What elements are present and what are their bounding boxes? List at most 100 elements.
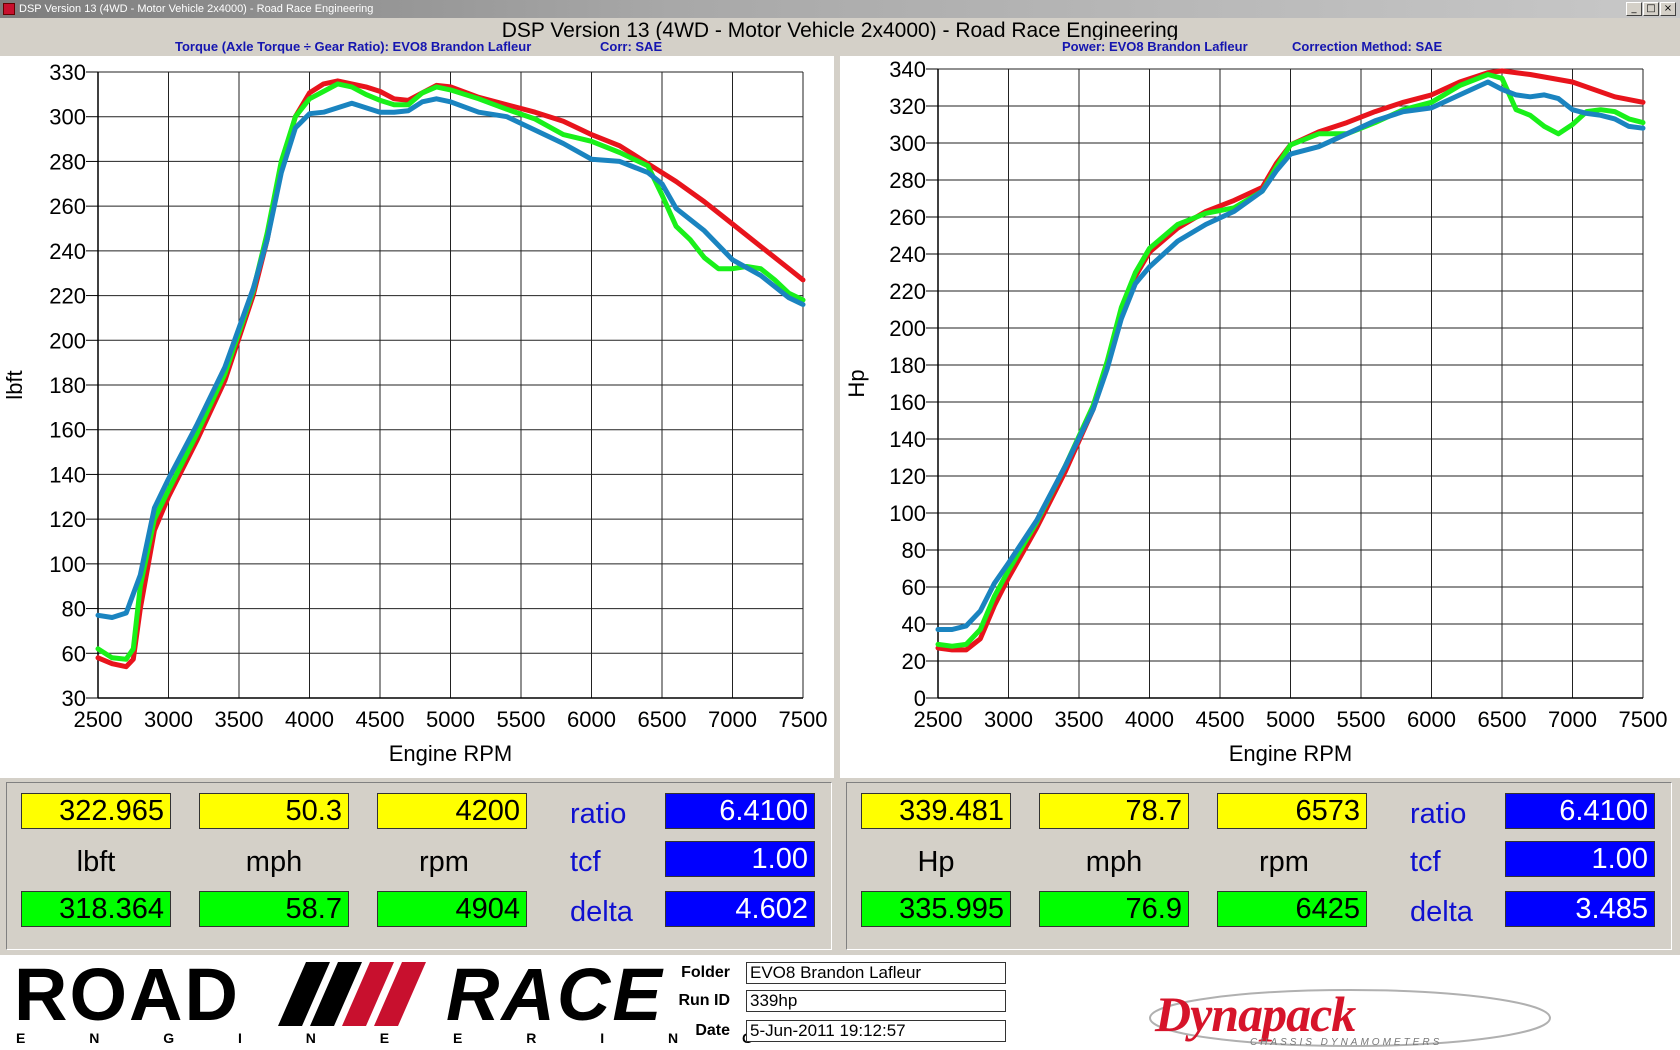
minimize-button[interactable]: _ [1626,2,1642,16]
dynapack-wordmark: Dynapack [1155,986,1356,1042]
y-tick-label: 240 [49,239,86,264]
delta-label: delta [1410,896,1473,928]
y-tick-label: 220 [889,279,926,304]
grid [86,71,804,699]
peak-rpm-value: 4904 [377,891,527,927]
y-tick-label: 220 [49,284,86,309]
x-tick-label: 6000 [1407,707,1456,732]
y-tick-label: 340 [889,57,926,82]
maximize-button[interactable]: □ [1643,2,1659,16]
y-tick-label: 100 [889,501,926,526]
power-chart-panel[interactable]: 0 20 40 60 80 100 120 140 160 180 200 220 240 260 280 3… [840,56,1680,778]
x-tick-label: 3500 [1055,707,1104,732]
y-tick-label: 300 [49,105,86,130]
power-chart-title: Power: EVO8 Brandon Lafleur [1062,39,1248,54]
series-line-blue [95,96,806,620]
torque-readout-panel: 322.965 50.3 4200 lbft mph rpm 318.364 5… [6,782,832,950]
logo-engineering: E N G I N E E R I N G [16,1030,783,1046]
x-axis-label: Engine RPM [1229,741,1353,766]
cursor-mph-value: 50.3 [199,793,349,829]
y-tick-label: 80 [62,597,86,622]
unit-lbft: lbft [76,846,116,878]
power-chart[interactable]: 0 20 40 60 80 100 120 140 160 180 200 220 240 260 280 3… [840,56,1680,778]
header-band [0,18,1680,56]
y-axis-label: lbft [2,370,27,399]
date-field[interactable]: 5-Jun-2011 19:12:57 [746,1020,1006,1042]
folder-field[interactable]: EVO8 Brandon Lafleur [746,962,1006,984]
y-tick-label: 240 [889,242,926,267]
series-line-blue [935,79,1646,632]
x-axis-label: Engine RPM [389,741,513,766]
x-tick-label: 7500 [1619,707,1668,732]
x-tick-label: 7000 [1548,707,1597,732]
y-tick-label: 320 [889,94,926,119]
folder-label: Folder [681,964,730,981]
x-tick-label: 5000 [426,707,475,732]
y-axis-label: Hp [844,369,869,397]
x-tick-label: 6500 [638,707,687,732]
unit-rpm: rpm [419,846,469,878]
x-tick-label: 3500 [215,707,264,732]
x-tick-label: 2500 [74,707,123,732]
series-line-green [95,81,806,662]
logo-stripes [278,962,426,1026]
run-id-field[interactable]: 339hp [746,990,1006,1012]
delta-value: 4.602 [665,891,815,927]
ratio-value: 6.4100 [665,793,815,829]
x-tick-label: 6000 [567,707,616,732]
peak-torque-value: 318.364 [21,891,171,927]
y-tick-label: 300 [889,131,926,156]
x-tick-label: 3000 [984,707,1033,732]
x-tick-label: 2500 [914,707,963,732]
y-tick-label: 120 [49,507,86,532]
x-tick-label: 7000 [708,707,757,732]
y-tick-label: 120 [889,464,926,489]
y-tick-label: 200 [889,316,926,341]
ratio-label: ratio [570,798,627,830]
x-tick-label: 7500 [779,707,828,732]
tcf-label: tcf [570,846,601,878]
y-tick-label: 20 [902,649,926,674]
y-tick-label: 260 [49,194,86,219]
power-readout-panel: 339.481 78.7 6573 Hp mph rpm 335.995 76.… [846,782,1672,950]
y-tick-label: 140 [49,462,86,487]
unit-mph: mph [245,846,303,878]
y-tick-label: 60 [902,575,926,600]
cursor-rpm-value: 6573 [1217,793,1367,829]
peak-mph-value: 76.9 [1039,891,1189,927]
cursor-torque-value: 322.965 [21,793,171,829]
unit-rpm: rpm [1259,846,1309,878]
dynapack-swoosh [1149,989,1551,1047]
y-tick-label: 80 [902,538,926,563]
x-tick-label: 6500 [1478,707,1527,732]
y-tick-label: 260 [889,205,926,230]
y-tick-label: 160 [49,418,86,443]
torque-chart[interactable]: 30 60 80 100 120 140 160 180 200 220 240 260 280 300 3… [0,56,834,778]
y-tick-label: 0 [914,686,926,711]
torque-chart-panel[interactable]: 30 60 80 100 120 140 160 180 200 220 240 260 280 300 3… [0,56,834,778]
y-tick-label: 330 [49,60,86,85]
x-tick-label: 4000 [1125,707,1174,732]
y-tick-label: 280 [49,149,86,174]
x-tick-label: 4500 [356,707,405,732]
y-tick-label: 200 [49,328,86,353]
cursor-mph-value: 78.7 [1039,793,1189,829]
run-id-label: Run ID [678,992,730,1009]
x-tick-label: 5000 [1266,707,1315,732]
y-tick-label: 280 [889,168,926,193]
y-tick-label: 30 [62,686,86,711]
torque-correction: Corr: SAE [600,39,663,54]
y-tick-label: 140 [889,427,926,452]
app-icon [3,3,15,15]
x-tick-label: 5500 [497,707,546,732]
power-correction: Correction Method: SAE [1292,39,1443,54]
peak-mph-value: 58.7 [199,891,349,927]
tcf-label: tcf [1410,846,1441,878]
x-tick-label: 5500 [1337,707,1386,732]
cursor-rpm-value: 4200 [377,793,527,829]
unit-hp: Hp [917,846,955,878]
close-button[interactable]: × [1660,2,1676,16]
cursor-hp-value: 339.481 [861,793,1011,829]
x-tick-label: 4000 [285,707,334,732]
tcf-value: 1.00 [665,841,815,877]
